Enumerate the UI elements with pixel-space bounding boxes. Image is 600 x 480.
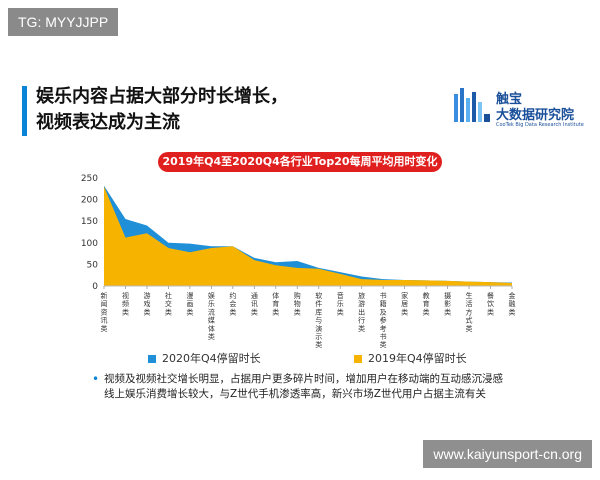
logo: 触宝 大数据研究院 CooTek Big Data Research Insti… <box>452 84 584 134</box>
x-tick-label: 家居类 <box>401 291 408 316</box>
legend-item-2020: 2020年Q4停留时长 <box>148 350 261 366</box>
x-tick-label: 音乐类 <box>337 291 344 316</box>
series-area-2019 <box>104 186 512 286</box>
x-tick-label: 约会类 <box>229 291 236 316</box>
x-tick-label: 教育类 <box>423 291 430 316</box>
y-tick-label: 0 <box>92 282 98 292</box>
note-item: 线上娱乐消费增长较大，与Z世代手机渗透率高，新兴市场Z世代用户占据主流有关 <box>92 387 522 402</box>
logo-text-line2: 大数据研究院 <box>496 108 575 123</box>
logo-text-line1: 触宝 <box>496 92 523 107</box>
note-text: 线上娱乐消费增长较大，与Z世代手机渗透率高，新兴市场Z世代用户占据主流有关 <box>104 388 486 400</box>
x-tick-label: 漫画类 <box>186 291 193 316</box>
x-tick-label: 生活方式类 <box>466 291 473 333</box>
x-tick-label: 软件库与演示类 <box>315 291 322 349</box>
legend-swatch-2020 <box>148 355 156 363</box>
x-tick-label: 视频类 <box>122 291 129 316</box>
title-line-1: 娱乐内容占据大部分时长增长， <box>36 86 288 107</box>
title-accent-bar <box>22 86 27 136</box>
area-chart: 0 50 100 150 200 250 新闻资讯类 视频类 游戏类 社交类 漫画类 娱乐流媒体类 约会… <box>81 174 516 349</box>
x-tick-label: 新闻资讯类 <box>101 291 108 333</box>
x-tick-label: 书籍及参考书类 <box>380 291 387 349</box>
bullet-icon: • <box>92 372 100 386</box>
logo-icon <box>454 88 490 122</box>
x-tick-label: 游戏类 <box>143 291 150 316</box>
y-tick-label: 250 <box>81 174 98 184</box>
x-tick-label: 摄影类 <box>444 291 451 316</box>
notes: • 视频及视频社交增长明显，占据用户更多碎片时间，增加用户在移动端的互动感沉浸感 … <box>92 372 522 402</box>
x-tick-label: 社交类 <box>165 291 172 316</box>
watermark-top: TG: MYYJJPP <box>8 8 119 36</box>
page-title: 娱乐内容占据大部分时长增长， 视频表达成为主流 <box>36 84 288 136</box>
watermark-bottom: www.kaiyunsport-cn.org <box>423 440 592 468</box>
chart-title: 2019年Q4至2020Q4各行业Top20每周平均用时变化 <box>158 152 442 172</box>
x-tick-label: 购物类 <box>294 291 301 316</box>
x-tick-label: 体育类 <box>272 291 279 316</box>
y-tick-label: 100 <box>81 239 98 249</box>
legend-swatch-2019 <box>354 355 362 363</box>
y-tick-label: 50 <box>87 260 99 270</box>
title-line-2: 视频表达成为主流 <box>36 112 180 133</box>
y-tick-label: 200 <box>81 196 98 206</box>
logo-text-en: CooTek Big Data Research Institute <box>496 122 584 128</box>
x-tick-label: 娱乐流媒体类 <box>208 291 215 341</box>
legend-label-2020: 2020年Q4停留时长 <box>162 352 261 365</box>
legend-label-2019: 2019年Q4停留时长 <box>368 352 467 365</box>
note-text: 视频及视频社交增长明显，占据用户更多碎片时间，增加用户在移动端的互动感沉浸感 <box>104 373 503 385</box>
y-tick-label: 150 <box>81 217 98 227</box>
x-tick-label: 餐饮类 <box>487 291 494 316</box>
x-tick-label: 旅游出行类 <box>358 291 365 333</box>
x-tick-label: 金融类 <box>509 291 516 316</box>
note-item: • 视频及视频社交增长明显，占据用户更多碎片时间，增加用户在移动端的互动感沉浸感 <box>92 372 522 387</box>
x-tick-label: 通讯类 <box>251 291 258 316</box>
legend-item-2019: 2019年Q4停留时长 <box>354 350 467 366</box>
